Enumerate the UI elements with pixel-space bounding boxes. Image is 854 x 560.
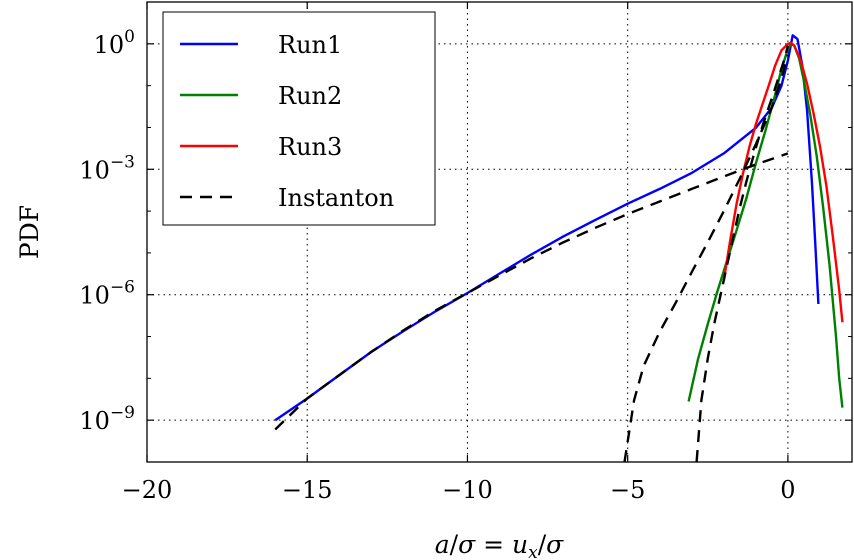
y-axis-title: PDF [15, 205, 44, 259]
legend-label-run1: Run1 [278, 31, 342, 59]
x-tick-label: −10 [442, 476, 493, 504]
legend-box [162, 11, 436, 226]
x-tick-label: −5 [610, 476, 645, 504]
series-line-instanton [274, 152, 789, 431]
grid-lines [147, 2, 852, 462]
y-tick-label: 100 [94, 27, 135, 59]
series-line-run3 [722, 41, 844, 323]
plot-frame [146, 1, 853, 463]
data-series [274, 34, 844, 463]
x-tick-label: 0 [780, 476, 795, 504]
y-tick-label: 10−6 [79, 278, 135, 310]
axis-ticks: −20 −15 −10 −5 0 10−9 10−6 10−3 100 [79, 1, 852, 504]
legend-label-instanton: Instanton [278, 184, 394, 212]
x-tick-label: −15 [282, 476, 333, 504]
series-line-instanton [695, 45, 790, 463]
x-axis-title: a/σ = ux/σ [435, 530, 564, 560]
series-line-instanton [623, 54, 790, 463]
legend: Run1 Run2 Run3 Instanton [162, 11, 436, 226]
legend-label-run3: Run3 [278, 133, 342, 161]
legend-label-run2: Run2 [278, 82, 342, 110]
y-tick-label: 10−3 [79, 152, 135, 184]
y-tick-label: 10−9 [79, 403, 135, 435]
x-tick-label: −20 [122, 476, 173, 504]
